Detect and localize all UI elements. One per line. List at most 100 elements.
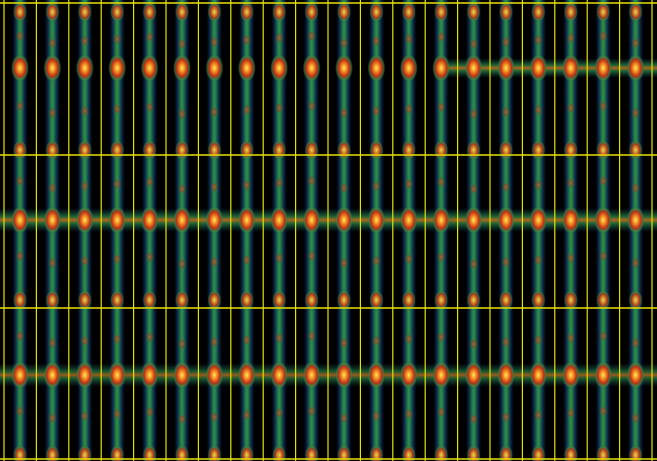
blob [399,54,418,82]
blob [596,2,611,22]
blob [497,206,515,234]
blob [11,54,29,82]
blob [367,54,386,82]
spot [372,410,381,422]
spot [566,332,575,344]
spot [16,330,24,342]
blob [270,54,289,82]
blob [272,445,287,461]
spot [566,102,575,114]
spot [404,253,413,265]
blob [239,445,254,461]
spot [404,103,413,115]
spot [437,251,446,263]
blob [237,206,256,234]
blob [13,445,27,461]
blob [628,290,643,310]
spot [145,331,154,343]
blob [75,54,94,82]
blob [529,54,548,82]
spot [48,257,57,269]
blob [367,361,386,389]
blob [77,2,92,22]
blob [401,290,416,310]
blob [628,140,643,160]
blob [108,54,127,82]
blob [626,361,645,389]
spot [534,104,543,116]
spot [404,408,413,420]
blob [77,445,92,461]
spot [145,251,154,263]
spot [631,182,640,194]
blob [369,140,384,160]
spot [502,36,510,48]
spot [631,107,640,119]
spot [469,258,478,270]
spot [178,108,186,120]
spot [599,250,608,262]
blob [173,361,191,389]
spot [307,30,316,42]
blob [434,2,449,22]
spot [275,177,284,189]
spot [631,337,640,349]
spot [16,250,24,262]
blob [401,2,416,22]
blob [142,2,157,22]
blob [13,2,27,22]
blob [11,206,29,234]
blob [140,54,159,82]
blob [563,2,578,22]
spot [502,411,510,423]
spot [275,252,284,264]
blob [561,206,580,234]
spot [210,106,219,118]
blob [337,2,351,22]
spot [340,182,348,194]
blob [432,361,451,389]
blob [304,290,319,310]
blob [401,445,416,461]
spot [404,33,413,45]
spot [437,176,446,188]
blob [45,140,60,160]
blob [110,445,125,461]
spot [469,338,478,350]
spot [502,336,510,348]
spot [80,105,89,117]
spot [242,104,251,116]
spot [16,405,24,417]
blob [466,140,481,160]
blob [369,2,384,22]
spot [242,254,251,266]
spot [340,37,348,49]
blob [207,2,222,22]
blob [531,2,546,22]
blob [175,290,189,310]
blob [142,290,157,310]
blob [529,361,548,389]
blob [45,445,60,461]
blob [626,206,645,234]
spot [113,33,122,45]
blob [239,2,254,22]
blob [594,206,613,234]
spot [372,335,381,347]
spot [80,255,89,267]
blob [464,361,483,389]
blob [270,206,289,234]
blob [75,361,94,389]
blob [272,140,287,160]
blob [596,445,611,461]
blob [43,54,62,82]
blob [497,361,515,389]
blob [239,140,254,160]
spot [437,101,446,113]
blob [142,445,157,461]
blob [13,140,27,160]
blob [304,2,319,22]
blob [77,290,92,310]
spot [534,334,543,346]
